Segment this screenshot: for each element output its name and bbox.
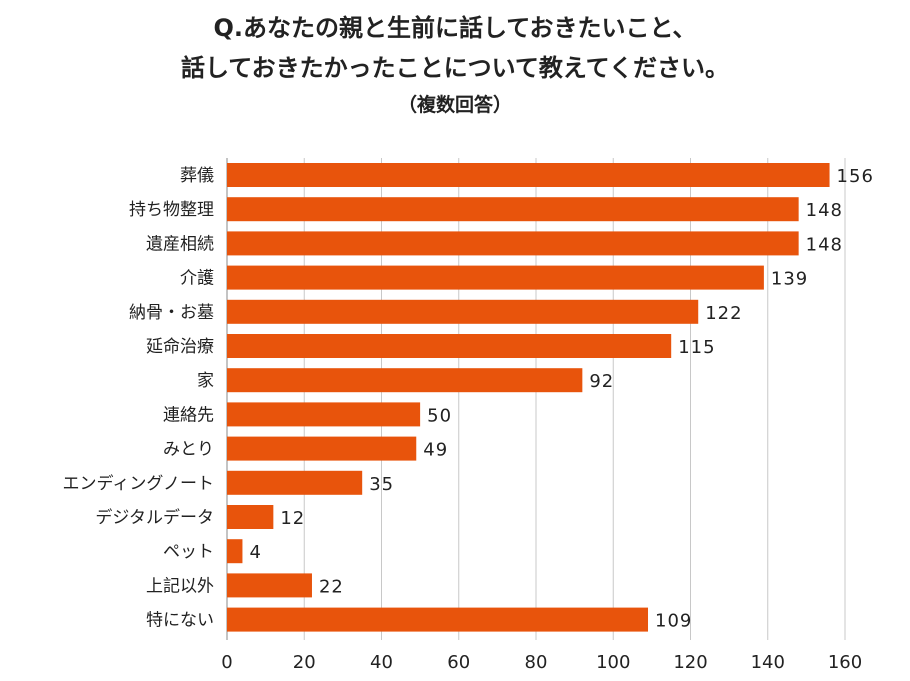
data-label: 156 [837, 166, 874, 187]
data-label: 12 [280, 508, 305, 529]
category-label: 延命治療 [146, 337, 214, 357]
bar [227, 163, 830, 187]
x-tick-label: 60 [447, 652, 470, 673]
bar [227, 334, 672, 358]
data-label: 109 [655, 611, 692, 632]
bar [227, 402, 421, 427]
x-tick-label: 120 [673, 652, 707, 673]
data-label: 49 [423, 440, 448, 461]
category-label: デジタルデータ [95, 507, 214, 528]
category-label: 家 [197, 371, 214, 391]
x-tick-label: 140 [751, 652, 785, 673]
data-label: 122 [705, 303, 742, 324]
bar [227, 265, 764, 290]
x-tick-label: 0 [221, 652, 232, 673]
category-label: 納骨・お墓 [129, 303, 214, 323]
category-label: 葬儀 [180, 166, 214, 186]
category-label: 特にない [146, 611, 214, 631]
category-label: 遺産相続 [146, 234, 214, 254]
chart-title-line-1: Q.あなたの親と生前に話しておきたいこと、 [213, 14, 697, 42]
bar [227, 573, 312, 598]
data-label: 115 [678, 337, 715, 358]
bar [227, 470, 363, 495]
bar [227, 231, 799, 256]
category-label: みとり [163, 440, 214, 460]
data-label: 92 [589, 371, 614, 392]
chart-title-line-2: 話しておきたかったことについて教えてください。 [181, 54, 729, 82]
category-label: エンディングノート [63, 473, 214, 494]
data-label: 35 [369, 474, 394, 495]
data-label: 148 [806, 234, 843, 255]
bar [227, 197, 799, 222]
data-label: 50 [427, 405, 452, 426]
chart-subtitle: （複数回答） [397, 94, 512, 116]
x-tick-label: 100 [596, 652, 630, 673]
x-tick-label: 40 [370, 652, 393, 673]
x-tick-label: 80 [525, 652, 548, 673]
x-tick-label: 20 [293, 652, 316, 673]
category-label: 連絡先 [163, 405, 214, 425]
data-label: 4 [249, 542, 261, 563]
category-label: 持ち物整理 [129, 200, 214, 220]
bar [227, 436, 417, 461]
bar [227, 368, 583, 393]
data-label: 22 [319, 576, 344, 597]
category-label: 上記以外 [146, 576, 214, 596]
bar [227, 299, 699, 324]
data-label: 139 [771, 269, 808, 290]
data-label: 148 [806, 200, 843, 221]
bar [227, 505, 274, 529]
category-label: ペット [163, 542, 214, 562]
bar [227, 607, 649, 632]
bar [227, 539, 243, 564]
x-tick-label: 160 [828, 652, 862, 673]
category-label: 介護 [180, 269, 214, 289]
